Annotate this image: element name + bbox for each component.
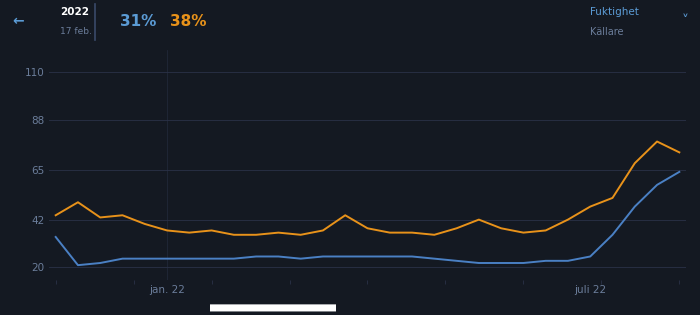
Text: 38%: 38% [170, 14, 206, 29]
Text: ˅: ˅ [682, 14, 689, 28]
Text: ←: ← [12, 14, 24, 28]
Text: 2022: 2022 [60, 7, 89, 17]
Text: 31%: 31% [120, 14, 156, 29]
Text: Källare: Källare [590, 27, 624, 37]
FancyBboxPatch shape [204, 304, 342, 312]
Text: 17 feb.: 17 feb. [60, 27, 92, 36]
Text: Fuktighet: Fuktighet [590, 7, 639, 17]
